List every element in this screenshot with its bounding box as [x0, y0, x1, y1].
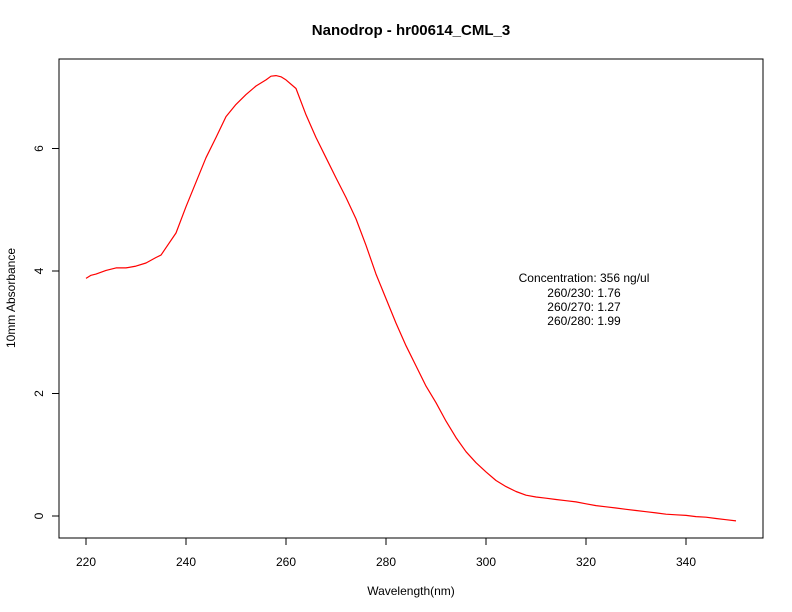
x-tick-label: 240 — [176, 555, 196, 569]
y-tick-label: 6 — [32, 145, 46, 152]
y-axis: 0 2 4 6 — [32, 145, 60, 519]
x-tick-label: 300 — [476, 555, 496, 569]
plot-frame — [58, 58, 764, 539]
ratio-260-230-text: 260/230: 1.76 — [547, 286, 621, 300]
y-tick-label: 0 — [32, 512, 46, 519]
stats-annotation: Concentration: 356 ng/ul 260/230: 1.76 2… — [519, 271, 650, 328]
x-tick-label: 320 — [576, 555, 596, 569]
ratio-260-270-text: 260/270: 1.27 — [547, 300, 621, 314]
x-tick-label: 220 — [76, 555, 96, 569]
concentration-text: Concentration: 356 ng/ul — [519, 271, 650, 285]
absorbance-series-line — [85, 74, 737, 522]
x-tick-label: 280 — [376, 555, 396, 569]
x-axis: 220 240 260 280 300 320 340 — [76, 537, 696, 569]
y-axis-label: 10mm Absorbance — [4, 248, 18, 348]
y-tick-label: 2 — [32, 390, 46, 397]
chart-title: Nanodrop - hr00614_CML_3 — [312, 22, 510, 39]
x-tick-label: 340 — [676, 555, 696, 569]
x-axis-label: Wavelength(nm) — [367, 584, 455, 598]
y-tick-label: 4 — [32, 267, 46, 274]
x-tick-label: 260 — [276, 555, 296, 569]
series-layer — [85, 74, 737, 522]
ratio-260-280-text: 260/280: 1.99 — [547, 314, 621, 328]
